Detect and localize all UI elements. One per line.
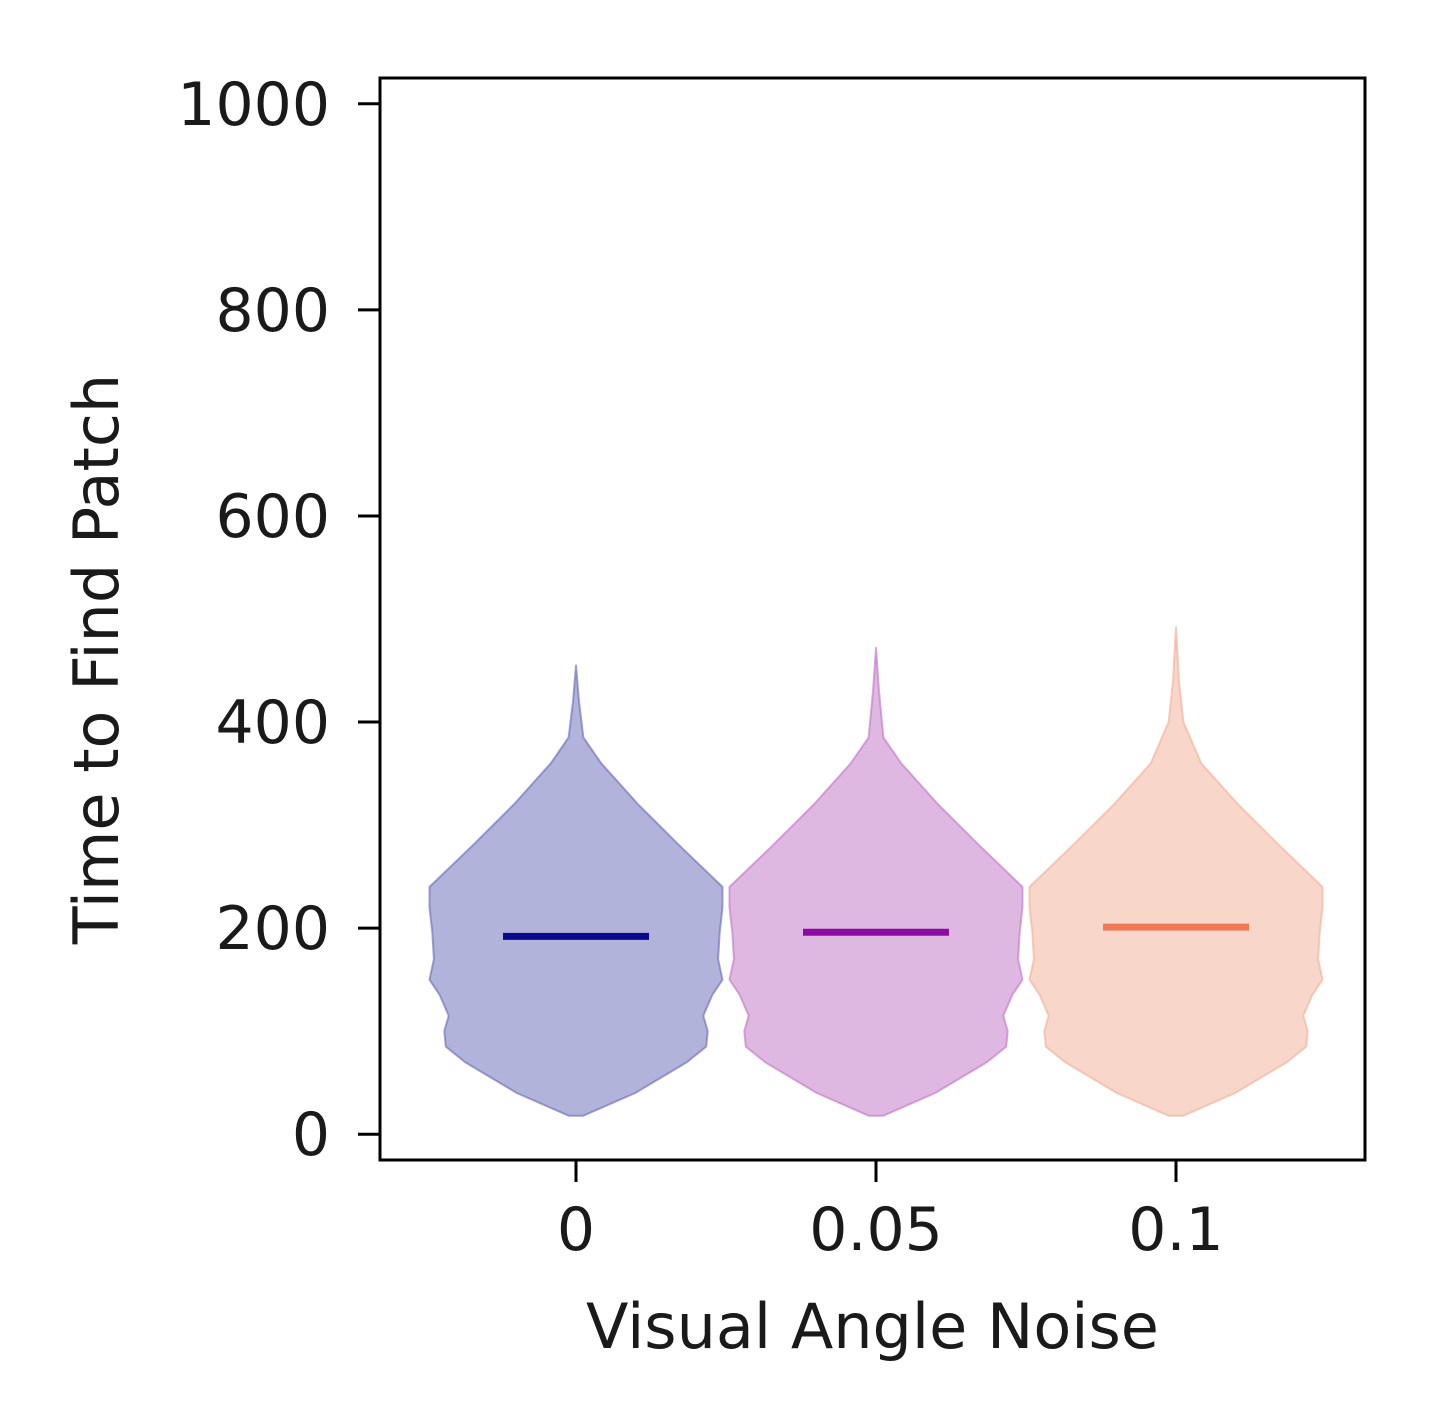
x-axis: 0 0.05 0.1 [557,1160,1224,1265]
y-tick-label-800: 800 [215,276,330,346]
y-tick-label-600: 600 [215,482,330,552]
x-axis-title: Visual Angle Noise [586,1290,1159,1363]
violins-group [428,626,1324,1117]
x-tick-label-0: 0 [557,1195,595,1265]
violin-body-2 [1028,626,1324,1117]
y-tick-label-0: 0 [292,1100,330,1170]
y-axis-title: Time to Find Patch [60,374,133,945]
x-tick-label-2: 0.1 [1128,1195,1223,1265]
plot-frame [378,76,1367,1162]
x-tick-label-1: 0.05 [809,1195,943,1265]
y-tick-label-400: 400 [215,688,330,758]
y-tick-label-200: 200 [215,894,330,964]
violin-body-1 [728,646,1024,1117]
y-tick-label-1000: 1000 [177,70,330,140]
y-axis: 0 200 400 600 800 1000 [177,70,380,1170]
violin-body-0 [428,664,724,1117]
